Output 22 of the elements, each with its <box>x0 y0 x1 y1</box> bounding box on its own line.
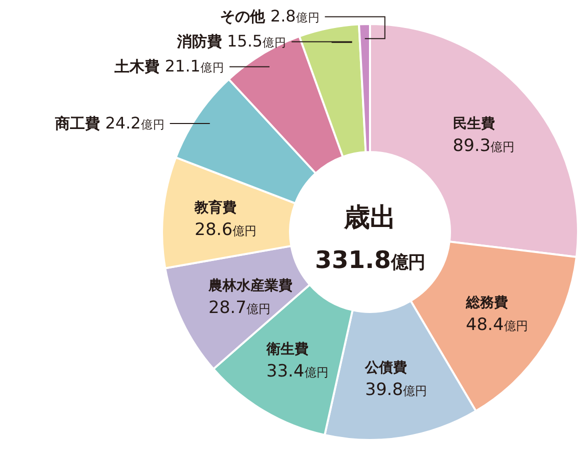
slice-label: 消防費 <box>176 32 227 51</box>
slice-label: 衛生費 <box>265 341 308 358</box>
data-label: 24.2億円 <box>105 113 165 132</box>
data-label: 48.4億円 <box>466 314 528 335</box>
data-label: 15.5億円 <box>226 32 287 51</box>
slice-label: 総務費 <box>464 294 508 311</box>
slice-label: その他 <box>220 8 270 26</box>
text: 331.8億円 <box>315 246 425 274</box>
data-label: 33.4億円 <box>266 361 328 382</box>
slice-label: 農林水産業費 <box>208 276 293 294</box>
data-label: 2.8億円 <box>270 6 320 26</box>
data-label: 28.7億円 <box>208 298 270 318</box>
text: 歳出 <box>343 203 396 233</box>
slice-label: 土木費 <box>114 58 165 76</box>
slice-label: 教育費 <box>194 198 237 216</box>
data-label: 39.8億円 <box>365 380 428 400</box>
data-label: 28.6億円 <box>194 220 257 240</box>
slice-label: 民生費 <box>452 116 495 132</box>
data-label: 89.3億円 <box>452 136 515 156</box>
slice-label: 公債費 <box>364 360 408 376</box>
slice-label: 商工費 <box>54 114 106 132</box>
data-label: 21.1億円 <box>164 56 224 76</box>
